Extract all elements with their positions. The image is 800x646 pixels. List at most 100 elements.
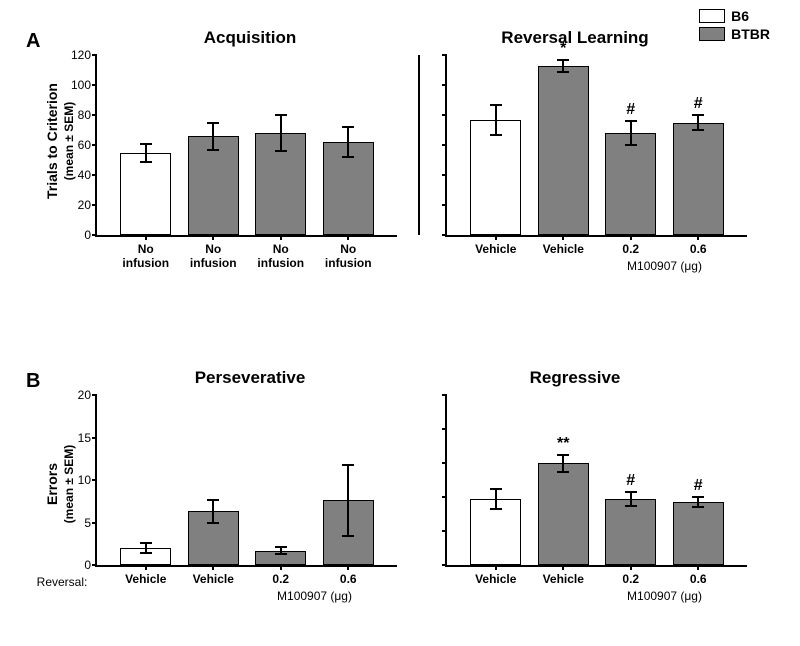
figure-root: B6 BTBR A Trials to Criterion (mean ± SEM… xyxy=(0,0,800,646)
ytick-label: 120 xyxy=(71,48,97,62)
legend-item: BTBR xyxy=(699,26,770,42)
chart-regressive: Vehicle**Vehicle#0.2#0.6M100907 (μg) xyxy=(445,395,747,567)
ytick-label: 0 xyxy=(84,228,97,242)
error-cap xyxy=(207,149,219,151)
bar xyxy=(605,133,656,235)
error-bar xyxy=(280,115,282,151)
error-cap xyxy=(275,114,287,116)
bar xyxy=(188,136,239,235)
error-cap xyxy=(557,71,569,73)
error-cap xyxy=(625,505,637,507)
error-bar xyxy=(212,123,214,150)
bar xyxy=(120,153,171,236)
error-cap xyxy=(207,522,219,524)
xtick-label: Vehicle xyxy=(125,565,166,586)
error-cap xyxy=(207,499,219,501)
xtick-label: Noinfusion xyxy=(257,235,304,270)
legend-swatch xyxy=(699,9,725,23)
bar xyxy=(605,499,656,565)
error-bar xyxy=(145,144,147,162)
legend-label: B6 xyxy=(731,8,749,24)
drug-sublabel: M100907 (μg) xyxy=(627,259,702,273)
bar xyxy=(673,123,724,236)
error-bar xyxy=(562,455,564,472)
error-cap xyxy=(275,553,287,555)
error-bar xyxy=(347,465,349,536)
title-regressive: Regressive xyxy=(445,368,705,388)
significance-marker: * xyxy=(560,40,566,58)
chart-reversal: Vehicle*Vehicle#0.2#0.6M100907 (μg) xyxy=(445,55,747,237)
error-cap xyxy=(692,506,704,508)
error-cap xyxy=(275,150,287,152)
bar xyxy=(673,502,724,565)
error-bar xyxy=(495,105,497,135)
panel-b-label: B xyxy=(26,370,40,393)
error-cap xyxy=(140,552,152,554)
xtick-label: Noinfusion xyxy=(190,235,237,270)
ytick-label: 10 xyxy=(78,473,97,487)
ytick-label: 20 xyxy=(78,388,97,402)
error-cap xyxy=(490,508,502,510)
error-cap xyxy=(140,542,152,544)
error-cap xyxy=(490,134,502,136)
error-cap xyxy=(275,546,287,548)
ylabel-sub: (mean ± SEM) xyxy=(62,102,76,181)
ytick-label: 15 xyxy=(78,431,97,445)
bar xyxy=(470,120,521,236)
error-bar xyxy=(630,492,632,506)
legend-label: BTBR xyxy=(731,26,770,42)
error-cap xyxy=(342,156,354,158)
title-reversal: Reversal Learning xyxy=(445,28,705,48)
error-cap xyxy=(490,104,502,106)
error-cap xyxy=(692,129,704,131)
title-acquisition: Acquisition xyxy=(120,28,380,48)
panel-a-label: A xyxy=(26,30,40,53)
ylabel-text: Trials to Criterion xyxy=(44,83,60,199)
error-cap xyxy=(342,464,354,466)
xtick-label: 0.2 xyxy=(622,235,639,256)
xtick-label: 0.6 xyxy=(690,235,707,256)
error-bar xyxy=(495,489,497,509)
significance-marker: # xyxy=(694,477,703,495)
error-cap xyxy=(692,496,704,498)
error-cap xyxy=(557,454,569,456)
error-cap xyxy=(625,491,637,493)
xtick-label: Vehicle xyxy=(475,235,516,256)
significance-marker: ** xyxy=(557,435,569,453)
error-cap xyxy=(557,471,569,473)
bar xyxy=(538,463,589,565)
xtick-label: 0.2 xyxy=(622,565,639,586)
ytick-label: 40 xyxy=(78,168,97,182)
xtick-label: Vehicle xyxy=(543,565,584,586)
error-bar xyxy=(630,121,632,145)
ylabel-text: Errors xyxy=(44,463,60,505)
xtick-label: Vehicle xyxy=(543,235,584,256)
reversal-row-label: Reversal: xyxy=(37,575,88,589)
title-perseverative: Perseverative xyxy=(120,368,380,388)
xtick-label: 0.2 xyxy=(272,565,289,586)
error-cap xyxy=(557,59,569,61)
legend-item: B6 xyxy=(699,8,770,24)
significance-marker: # xyxy=(626,472,635,490)
error-cap xyxy=(490,488,502,490)
error-cap xyxy=(692,114,704,116)
ytick-label: 80 xyxy=(78,108,97,122)
ylabel-sub: (mean ± SEM) xyxy=(62,445,76,524)
ytick-label: 5 xyxy=(84,516,97,530)
ytick-label: 20 xyxy=(78,198,97,212)
drug-sublabel: M100907 (μg) xyxy=(627,589,702,603)
bar xyxy=(538,66,589,236)
legend: B6 BTBR xyxy=(699,8,770,44)
drug-sublabel: M100907 (μg) xyxy=(277,589,352,603)
error-cap xyxy=(140,143,152,145)
error-cap xyxy=(342,126,354,128)
error-cap xyxy=(625,144,637,146)
significance-marker: # xyxy=(694,95,703,113)
xtick-label: Noinfusion xyxy=(325,235,372,270)
error-bar xyxy=(347,127,349,157)
error-bar xyxy=(212,500,214,522)
xtick-label: Vehicle xyxy=(475,565,516,586)
panel-a-divider xyxy=(418,55,420,235)
ytick-label: 60 xyxy=(78,138,97,152)
panel-b-ylabel: Errors (mean ± SEM) xyxy=(44,404,76,564)
